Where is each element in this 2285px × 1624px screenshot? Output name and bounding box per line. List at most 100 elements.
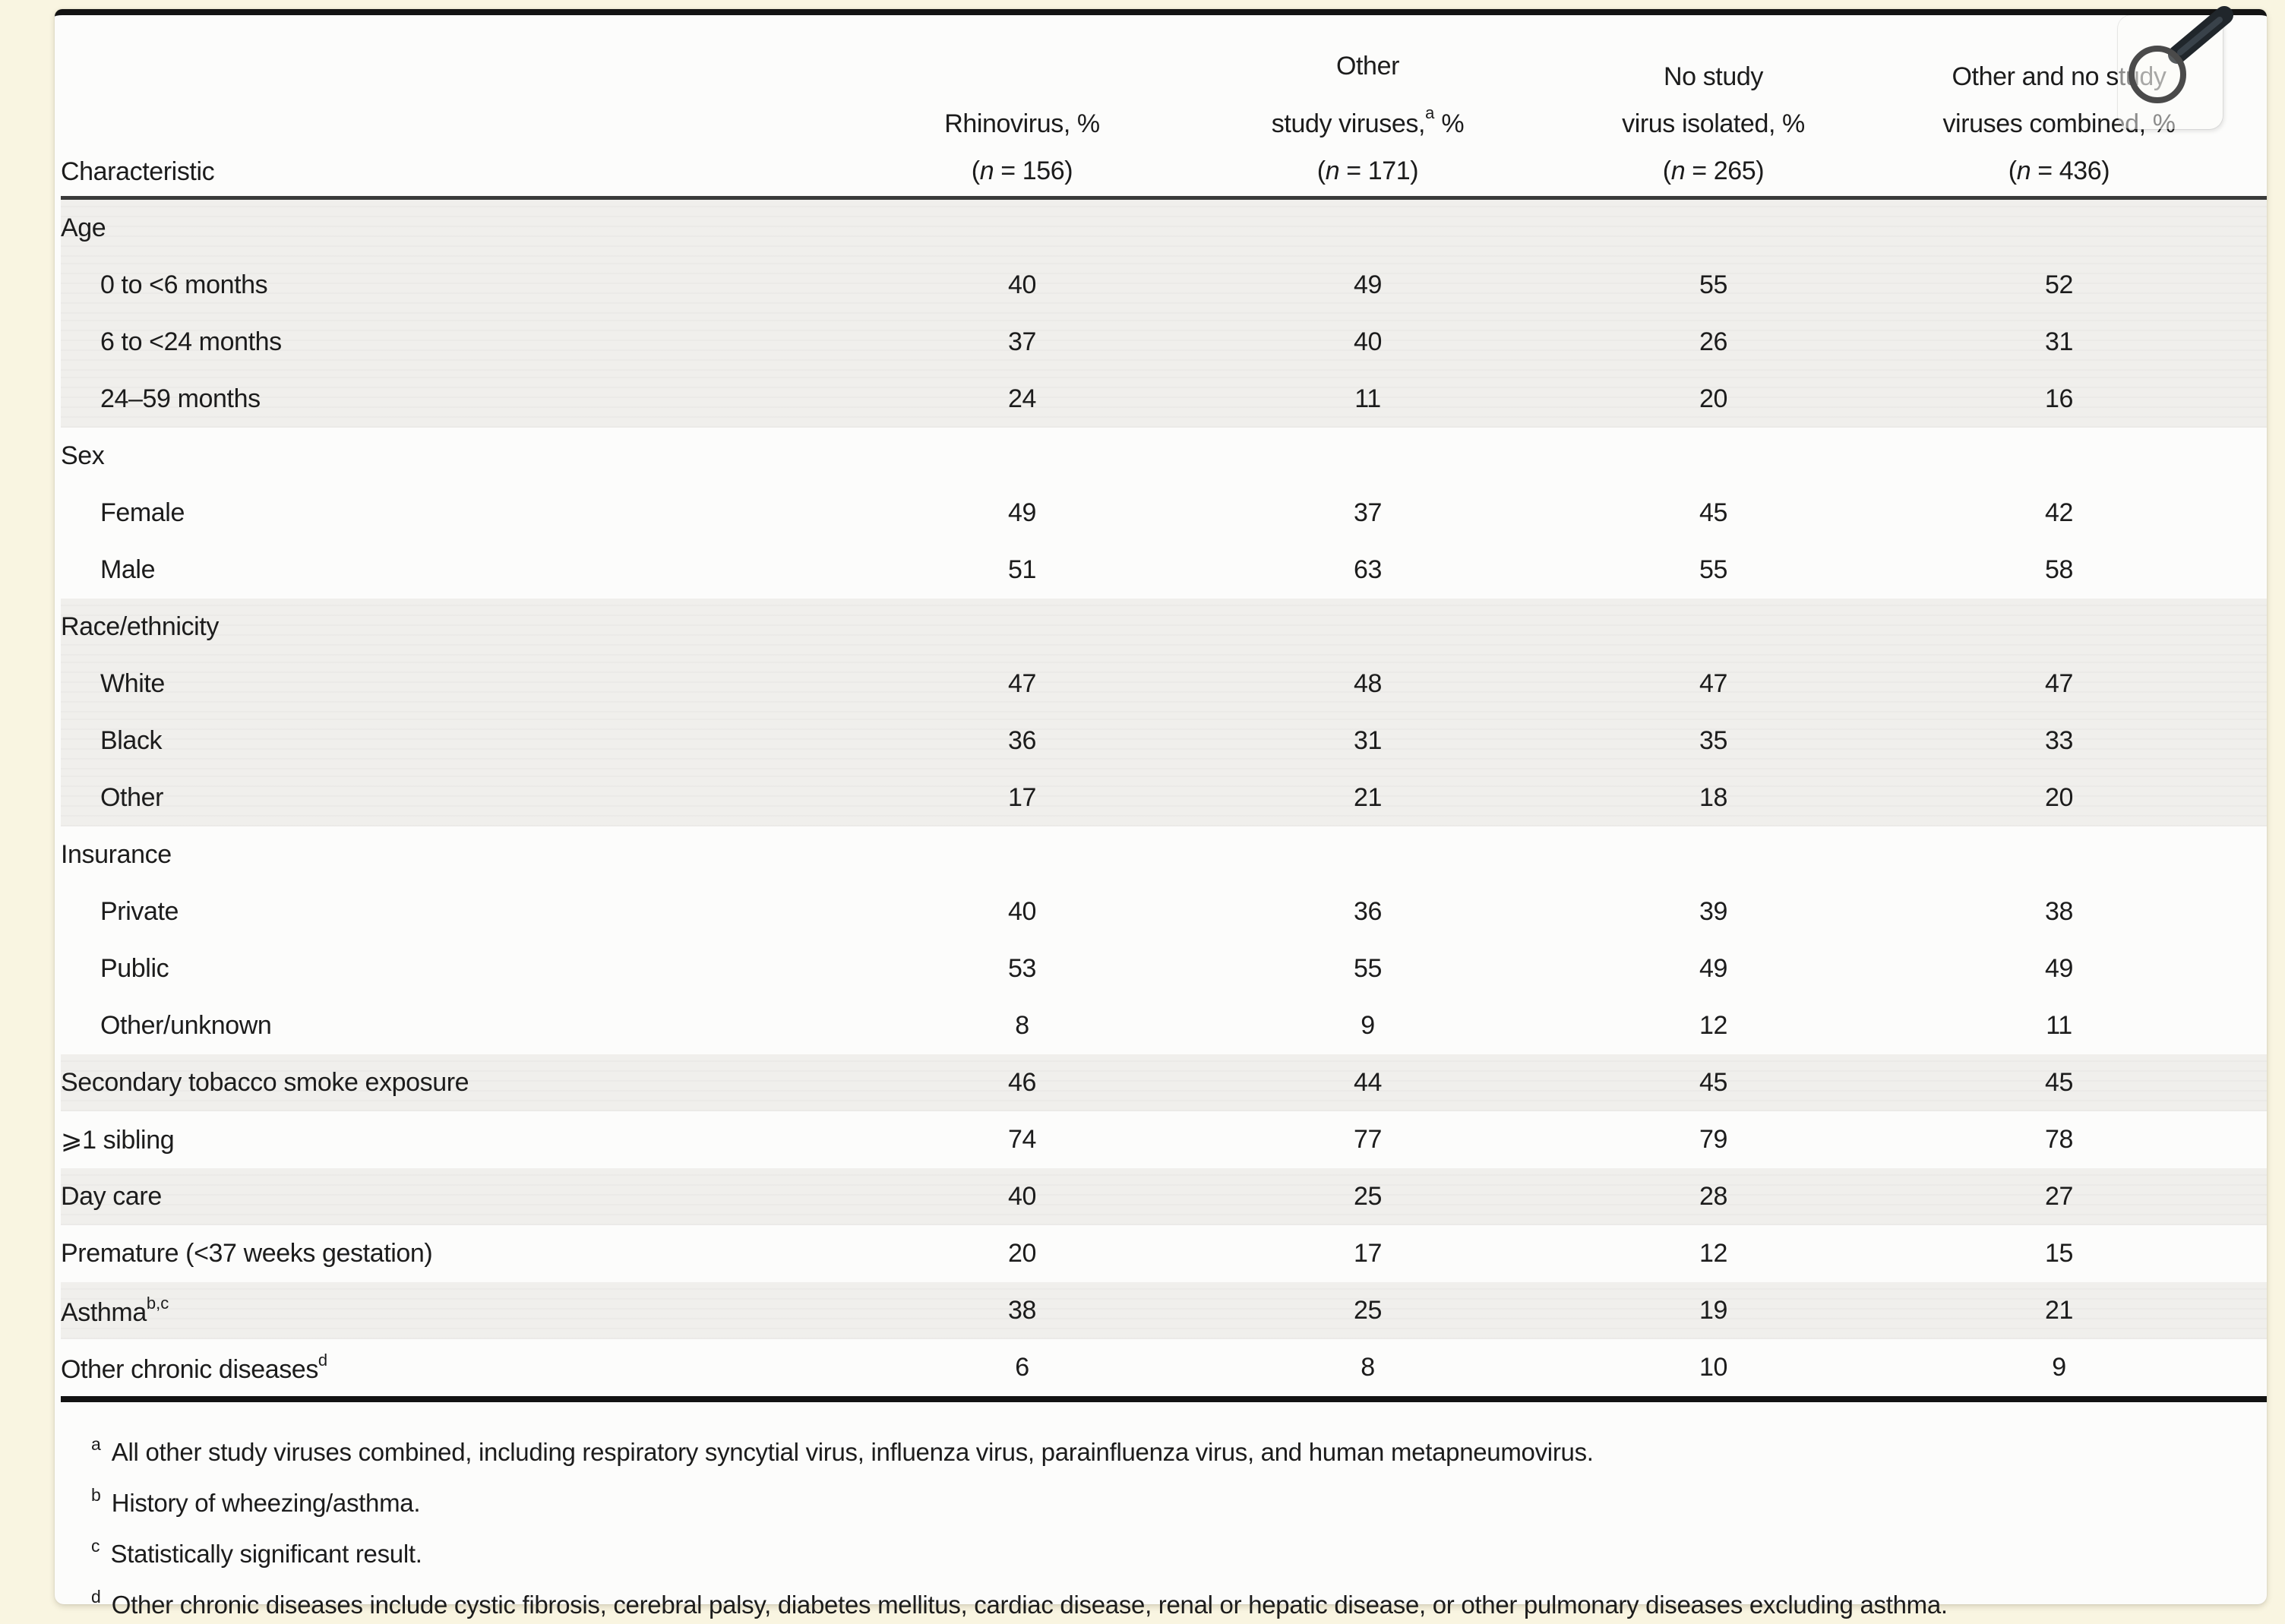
value-cell: 55 [1353, 954, 1383, 983]
table-row: Female 49 37 45 42 [61, 485, 2267, 542]
footnote-marker: a [91, 1434, 101, 1454]
footnote: b History of wheezing/asthma. [91, 1485, 421, 1517]
italic-n: n [1325, 156, 1340, 185]
table-row: Black 36 31 35 33 [61, 712, 2267, 769]
value-cell: 18 [1699, 783, 1728, 812]
footnote-marker: c [91, 1536, 100, 1556]
value-cell: 39 [1699, 897, 1728, 926]
value-cell: 48 [1353, 669, 1383, 698]
value-cell: 11 [2046, 1011, 2072, 1040]
row-label: Secondary tobacco smoke exposure [61, 1068, 469, 1097]
column-header-line: (n = 171) [1316, 156, 1419, 185]
table-row: Premature (<37 weeks gestation) 20 17 12 15 [61, 1225, 2267, 1282]
value-cell: 40 [1353, 327, 1383, 356]
value-cell: 51 [1007, 555, 1037, 584]
value-cell: 52 [2044, 270, 2074, 299]
value-cell: 25 [1353, 1182, 1383, 1211]
value-cell: 45 [1699, 498, 1728, 527]
value-cell: 53 [1007, 954, 1037, 983]
italic-n: n [979, 156, 994, 185]
value-cell: 8 [1015, 1011, 1029, 1040]
footnote-marker: b [91, 1485, 101, 1505]
value-cell: 40 [1007, 270, 1037, 299]
footnote-marker: d [91, 1587, 101, 1607]
value-cell: 16 [2044, 384, 2074, 413]
column-header-line: study viruses,a % [1271, 103, 1465, 138]
row-label: Other/unknown [100, 1011, 272, 1040]
row-label: Public [100, 954, 169, 983]
value-cell: 36 [1353, 897, 1383, 926]
value-cell: 38 [2044, 897, 2074, 926]
row-label: 0 to <6 months [100, 270, 268, 299]
footnotes: a All other study viruses combined, inclu… [61, 1402, 2267, 1624]
table-row: Other 17 21 18 20 [61, 769, 2267, 826]
column-header: Other study viruses,a % (n = 171) [1195, 15, 1541, 196]
italic-n: n [2016, 156, 2031, 185]
table-row: 0 to <6 months 40 49 55 52 [61, 257, 2267, 314]
value-cell: 12 [1699, 1011, 1728, 1040]
value-cell: 10 [1699, 1353, 1728, 1382]
table-sheet: Characteristic Rhinovirus, % (n = 156) Oth… [55, 9, 2267, 1619]
value-cell: 12 [1699, 1239, 1728, 1268]
row-label: 6 to <24 months [100, 327, 282, 356]
value-cell: 17 [1007, 783, 1037, 812]
row-label: Male [100, 555, 156, 584]
row-label: Other chronic diseasesd [61, 1351, 328, 1384]
column-header-line: Rhinovirus, % [944, 109, 1100, 138]
value-cell: 9 [2052, 1353, 2066, 1382]
value-cell: 31 [1353, 726, 1383, 755]
section-header-row: Insurance [61, 826, 2267, 883]
value-cell: 11 [1354, 384, 1381, 413]
value-cell: 47 [1007, 669, 1037, 698]
row-label: White [100, 669, 165, 698]
value-cell: 38 [1007, 1296, 1037, 1325]
value-cell: 49 [1699, 954, 1728, 983]
column-header-line: (n = 265) [1662, 156, 1765, 185]
value-cell: 35 [1699, 726, 1728, 755]
italic-n: n [1670, 156, 1686, 185]
table-row: Public 53 55 49 49 [61, 940, 2267, 997]
footnote: c Statistically significant result. [91, 1536, 422, 1568]
value-cell: 63 [1353, 555, 1383, 584]
row-label: Female [100, 498, 185, 527]
row-label: Age [61, 213, 106, 242]
row-label: Sex [61, 441, 105, 470]
value-cell: 37 [1353, 498, 1383, 527]
value-cell: 47 [1699, 669, 1728, 698]
value-cell: 20 [1699, 384, 1728, 413]
value-cell: 55 [1699, 555, 1728, 584]
value-cell: 19 [1699, 1296, 1728, 1325]
superscript-marker: a [1425, 103, 1435, 122]
table-row: Other chronic diseasesd 6 8 10 9 [61, 1339, 2267, 1396]
value-cell: 36 [1007, 726, 1037, 755]
value-cell: 55 [1699, 270, 1728, 299]
value-cell: 49 [1353, 270, 1383, 299]
value-cell: 78 [2044, 1125, 2074, 1154]
table-row: ⩾1 sibling 74 77 79 78 [61, 1111, 2267, 1168]
section-header-row: Age [61, 200, 2267, 257]
column-header-line: (n = 156) [971, 156, 1073, 185]
section-header-row: Sex [61, 428, 2267, 485]
table-row: Day care 40 25 28 27 [61, 1168, 2267, 1225]
value-cell: 33 [2044, 726, 2074, 755]
magnifier-icon [2129, 6, 2233, 103]
column-header-line: virus isolated, % [1622, 109, 1805, 138]
value-cell: 20 [1007, 1239, 1037, 1268]
value-cell: 79 [1699, 1125, 1728, 1154]
superscript-marker: b,c [146, 1294, 169, 1313]
row-label: Asthmab,c [61, 1294, 169, 1327]
value-cell: 44 [1353, 1068, 1383, 1097]
row-label: Black [100, 726, 163, 755]
table-row: Private 40 36 39 38 [61, 883, 2267, 940]
table-header-row: Characteristic Rhinovirus, % (n = 156) Oth… [61, 15, 2267, 200]
value-cell: 28 [1699, 1182, 1728, 1211]
value-cell: 17 [1353, 1239, 1383, 1268]
table-row: Secondary tobacco smoke exposure 46 44 45 45 [61, 1054, 2267, 1111]
superscript-marker: d [318, 1351, 328, 1370]
value-cell: 20 [2044, 783, 2074, 812]
value-cell: 26 [1699, 327, 1728, 356]
row-label: Private [100, 897, 179, 926]
value-cell: 46 [1007, 1068, 1037, 1097]
value-cell: 6 [1015, 1353, 1029, 1382]
footnote: a All other study viruses combined, inclu… [91, 1434, 1594, 1466]
